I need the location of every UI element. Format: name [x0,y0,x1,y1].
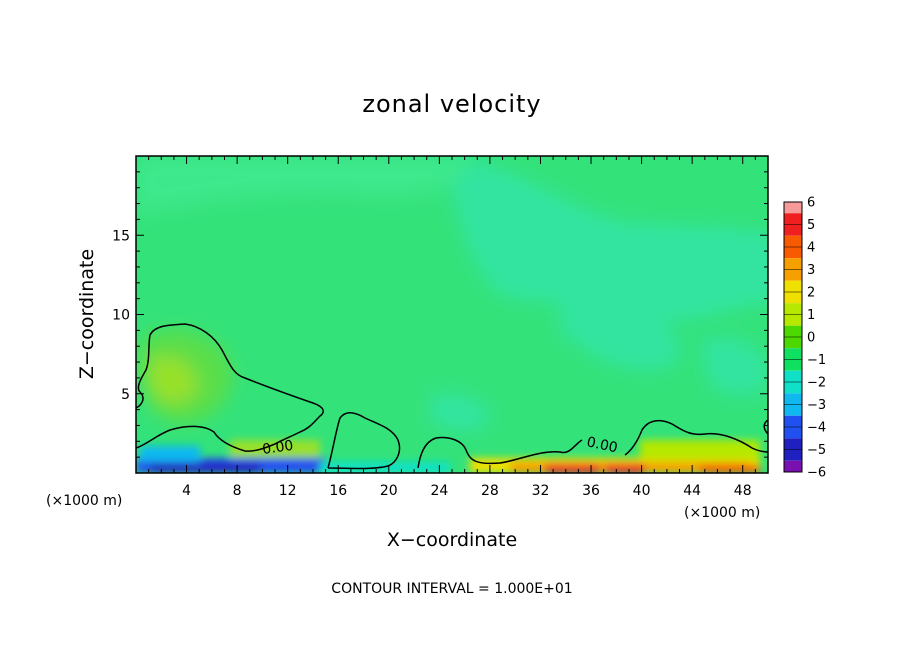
contour-line-right [624,419,768,456]
colorbar-label: 6 [807,196,815,211]
x-tick-label: 8 [233,483,242,499]
chart-title: zonal velocity [362,90,541,118]
colorbar-label: 1 [807,308,815,323]
x-axis-ticks: 4 8 12 16 20 24 28 32 36 40 44 48 [148,156,756,499]
colorbar: 6 5 4 3 2 1 0 −1 −2 −3 −4 −5 −6 [783,196,826,481]
field-region-low-cyan [430,393,490,432]
heatmap-field: 0.00 0.00 [136,156,768,473]
field-region-top-band [136,156,470,215]
y-axis-label: Z−coordinate [76,249,98,379]
field-region-bottom-lime [640,440,760,460]
y-tick-label: 10 [112,308,130,324]
field-region-bottom-lime-b [230,440,320,458]
field-region-bottom-darkblue [150,463,260,473]
x-tick-label: 12 [279,483,297,499]
zero-contours [136,323,768,470]
field-region-bottom-red-a [545,464,600,473]
contour-line-mid-b [417,436,583,469]
x-tick-label: 40 [633,483,651,499]
colorbar-label: −6 [807,466,826,481]
x-tick-label: 44 [683,483,701,499]
x-tick-label: 24 [430,483,448,499]
colorbar-label: 5 [807,218,815,233]
field-region-upper-cyan [441,156,768,323]
x-tick-label: 48 [734,483,752,499]
y-axis-ticks: 5 10 15 [112,171,768,458]
x-tick-label: 4 [182,483,191,499]
colorbar-label: 4 [807,241,815,256]
field-region-bottom-cyan-b [320,462,450,473]
field-region-bottom-red-b [605,464,645,473]
field-region-bottom-cyan-a [140,446,200,462]
colorbar-label: −2 [807,376,826,391]
contour-line-left [136,323,324,452]
contour-interval-note: CONTOUR INTERVAL = 1.000E+01 [331,581,572,597]
contour-label-left: 0.00 [261,438,294,458]
colorbar-label: −1 [807,353,826,368]
colorbar-label: 3 [807,263,815,278]
z-unit-label: (×1000 m) [684,505,760,521]
x-unit-label: (×1000 m) [46,493,122,509]
x-tick-label: 32 [532,483,550,499]
y-tick-label: 5 [121,387,130,403]
contour-line-mid-a [327,412,401,470]
colorbar-swatch [784,460,802,472]
field-region-right-cyan [700,337,768,396]
x-tick-label: 16 [329,483,347,499]
colorbar-label: 2 [807,286,815,301]
colorbar-label: −3 [807,398,826,413]
field-region-mid-cyan [560,296,681,370]
x-tick-label: 36 [582,483,600,499]
colorbar-label: 0 [807,331,815,346]
colorbar-label: −5 [807,443,826,458]
x-tick-label: 28 [481,483,499,499]
colorbar-swatch [784,202,802,214]
contour-line-edge [763,419,768,435]
y-tick-label: 15 [112,228,130,244]
contour-label-right: 0.00 [585,434,619,456]
colorbar-label: −4 [807,421,826,436]
x-axis-label: X−coordinate [387,529,517,551]
field-region-left-yellow [148,356,198,404]
x-tick-label: 20 [380,483,398,499]
